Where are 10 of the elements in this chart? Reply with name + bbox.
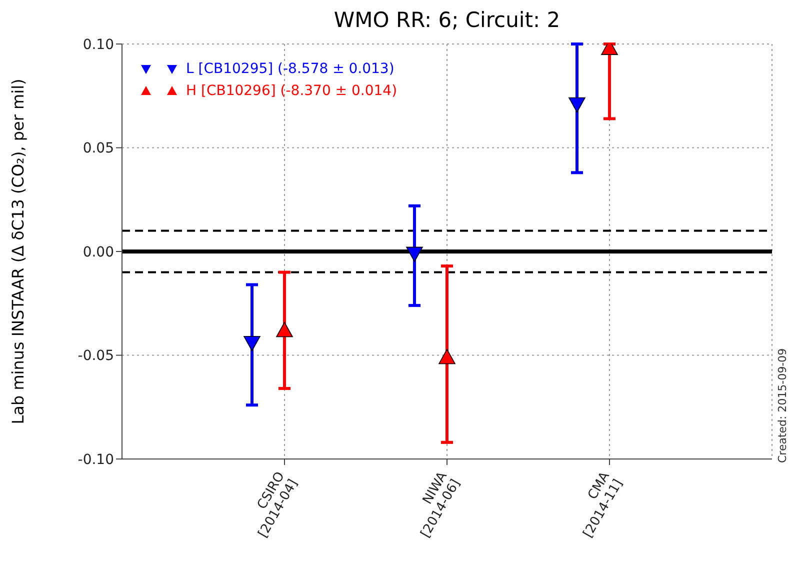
- chart-title: WMO RR: 6; Circuit: 2: [332, 8, 562, 32]
- y-tick-label: 0.00: [82, 244, 114, 260]
- y-tick-label: -0.05: [78, 348, 114, 364]
- y-tick-label: 0.10: [82, 36, 114, 53]
- text: Created: 2015-09-09: [776, 348, 789, 463]
- y-tick-label: 0.05: [82, 140, 114, 157]
- legend-label: H [CB10296] (-8.370 ± 0.014): [186, 83, 398, 99]
- y-axis-title: Lab minus INSTAAR (Δ δC13 (CO₂), per mil): [8, 78, 28, 424]
- y-tick-label: -0.10: [78, 452, 114, 468]
- legend-label: L [CB10295] (-8.578 ± 0.013): [186, 61, 394, 77]
